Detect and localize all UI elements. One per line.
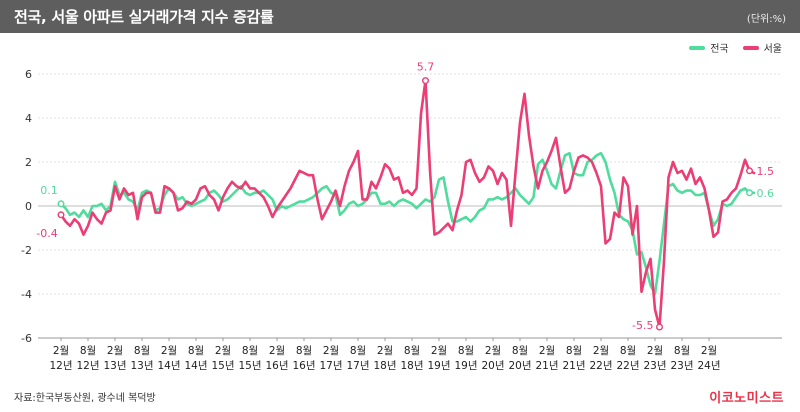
legend: 전국 서울 <box>689 40 782 55</box>
annotation-marker <box>746 189 754 197</box>
line-chart: 6 4 2 0 -2 -4 -6 2월 12년 8월 12년 2월 13년 8월 13년 2월 14년 8월 14년… <box>21 61 782 372</box>
y-tick-label: -4 <box>21 288 32 301</box>
x-tick-label-month: 2월 <box>593 345 609 357</box>
x-tick-label-month: 8월 <box>242 345 258 357</box>
x-tick-label-month: 8월 <box>134 345 150 357</box>
x-tick-label-month: 8월 <box>458 345 474 357</box>
x-tick-label-month: 2월 <box>323 345 339 357</box>
legend-label-seoul: 서울 <box>763 44 782 55</box>
x-tick-label-year: 12년 <box>49 360 72 372</box>
x-tick-label-month: 8월 <box>350 345 366 357</box>
x-tick-label-year: 19년 <box>454 360 477 372</box>
annotation-label: -0.4 <box>36 227 57 240</box>
legend-item-seoul: 서울 <box>742 40 782 55</box>
x-tick-label-year: 15년 <box>238 360 261 372</box>
x-tick-label-year: 13년 <box>130 360 153 372</box>
x-tick-label-month: 8월 <box>620 345 636 357</box>
x-tick-label-month: 2월 <box>377 345 393 357</box>
legend-swatch-seoul <box>742 45 759 50</box>
series-line-national <box>59 151 756 296</box>
x-tick-label-month: 2월 <box>107 345 123 357</box>
x-tick-label-month: 8월 <box>296 345 312 357</box>
x-tick-label-year: 15년 <box>211 360 234 372</box>
x-tick-label-year: 21년 <box>562 360 585 372</box>
y-tick-label: 0 <box>25 200 32 213</box>
x-tick-label-year: 20년 <box>481 360 504 372</box>
x-tick-label-month: 2월 <box>161 345 177 357</box>
legend-item-national: 전국 <box>689 40 729 55</box>
x-tick-label-month: 8월 <box>674 345 690 357</box>
unit-label: (단위:%) <box>746 14 786 25</box>
annotation-marker <box>57 211 65 219</box>
x-tick-label-month: 8월 <box>80 345 96 357</box>
x-tick-label-year: 18년 <box>373 360 396 372</box>
x-tick-label-year: 23년 <box>670 360 693 372</box>
x-tick-label-month: 8월 <box>404 345 420 357</box>
annotation-label: 0.6 <box>757 187 775 200</box>
legend-label-national: 전국 <box>710 44 729 55</box>
x-tick-label-month: 2월 <box>215 345 231 357</box>
x-tick-label-year: 21년 <box>535 360 558 372</box>
series-line-seoul <box>59 79 756 329</box>
y-tick-label: -6 <box>21 332 32 345</box>
annotation-label: 0.1 <box>40 184 58 197</box>
x-tick-label-month: 2월 <box>539 345 555 357</box>
annotation-label: 5.7 <box>417 61 435 74</box>
brand-logo: 이코노미스트 <box>709 391 784 406</box>
x-tick-label-month: 2월 <box>701 345 717 357</box>
x-tick-label-year: 17년 <box>346 360 369 372</box>
x-tick-label-year: 14년 <box>157 360 180 372</box>
title-bar: 전국, 서울 아파트 실거래가격 지수 증감률 (단위:%) <box>0 0 800 33</box>
x-tick-label-year: 13년 <box>103 360 126 372</box>
source-note: 자료:한국부동산원, 광수네 복덕방 <box>14 393 156 404</box>
x-tick-label-month: 2월 <box>431 345 447 357</box>
chart-title: 전국, 서울 아파트 실거래가격 지수 증감률 <box>14 8 274 26</box>
legend-swatch-national <box>689 45 706 50</box>
x-tick-label-month: 2월 <box>647 345 663 357</box>
y-tick-label: 4 <box>25 112 32 125</box>
x-tick-label-month: 2월 <box>269 345 285 357</box>
x-tick-label-year: 18년 <box>400 360 423 372</box>
y-tick-label: 2 <box>25 156 32 169</box>
x-tick-label-year: 19년 <box>427 360 450 372</box>
x-tick-label-month: 8월 <box>188 345 204 357</box>
x-tick-label-year: 24년 <box>697 360 720 372</box>
annotation-label: -5.5 <box>632 319 653 332</box>
y-tick-label: 6 <box>25 68 32 81</box>
x-tick-label-year: 14년 <box>184 360 207 372</box>
x-tick-label-year: 22년 <box>616 360 639 372</box>
x-tick-label-year: 23년 <box>643 360 666 372</box>
annotation-marker <box>422 77 430 85</box>
annotation-marker <box>656 323 664 331</box>
annotation-label: 1.5 <box>757 165 775 178</box>
annotation-marker <box>746 167 754 175</box>
x-tick-label-month: 8월 <box>512 345 528 357</box>
x-tick-label-month: 8월 <box>566 345 582 357</box>
y-tick-label: -2 <box>21 244 32 257</box>
x-tick-label-month: 2월 <box>53 345 69 357</box>
annotation-marker <box>57 200 65 208</box>
x-tick-label-year: 22년 <box>589 360 612 372</box>
x-tick-label-month: 2월 <box>485 345 501 357</box>
x-tick-label-year: 16년 <box>265 360 288 372</box>
x-tick-label-year: 12년 <box>76 360 99 372</box>
x-tick-label-year: 17년 <box>319 360 342 372</box>
x-tick-label-year: 20년 <box>508 360 531 372</box>
x-tick-label-year: 16년 <box>292 360 315 372</box>
